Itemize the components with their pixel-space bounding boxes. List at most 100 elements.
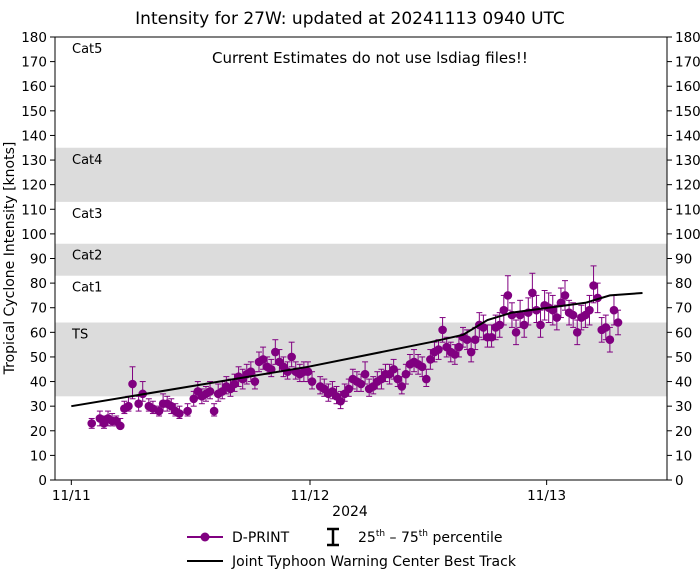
y-tick-label-left: 0 [38,473,47,489]
dprint-point [175,409,184,418]
y-tick-label-right: 50 [675,350,692,366]
dprint-point [450,350,460,359]
x-tick-label: 11/13 [527,488,566,504]
y-tick-label-right: 80 [675,276,692,292]
dprint-point [344,384,354,394]
dprint-point [536,320,545,330]
y-tick-label-right: 70 [675,301,692,317]
dprint-point [589,281,598,290]
dprint-point [115,421,125,431]
y-axis-label: Tropical Cyclone Intensity [knots] [2,142,18,376]
y-axis-ticks: 0 0 10 10 20 20 30 30 40 40 50 50 60 60 70 70 80 80 90 90 10… [21,30,700,489]
dprint-point [271,347,280,357]
dprint-point [462,335,472,345]
dprint-point [466,347,476,357]
dprint-point [613,318,623,327]
category-label-ts: TS [71,327,88,342]
dprint-point [454,342,464,352]
dprint-point [426,355,435,364]
dprint-point [134,399,143,409]
legend: D-PRINT 25th – 75th percentile Joint Typ… [187,527,517,570]
category-label-cat2: Cat2 [72,249,102,264]
y-tick-label-left: 60 [30,325,47,341]
y-tick-label-left: 20 [30,424,47,440]
y-tick-label-left: 140 [21,128,47,144]
y-tick-label-right: 130 [675,153,700,169]
dprint-points [87,281,623,431]
dprint-point [515,310,525,320]
y-tick-label-left: 160 [21,79,47,95]
dprint-point [479,323,488,332]
dprint-point [183,406,192,416]
dprint-point [421,374,431,384]
dprint-point [528,288,537,298]
y-tick-label-right: 170 [675,55,700,71]
dprint-point [417,362,427,372]
dprint-point [189,394,199,404]
dprint-point [552,313,562,322]
dprint-point [609,305,619,315]
best-track-path [71,292,643,408]
chart-annotation: Current Estimates do not use lsdiag file… [212,49,528,67]
category-label-cat3: Cat3 [72,207,102,222]
dprint-point [438,325,447,335]
y-tick-label-left: 40 [30,375,47,391]
y-tick-label-left: 80 [30,276,47,292]
dprint-point [601,323,611,332]
y-tick-label-right: 0 [675,473,684,489]
legend-percentile-label: 25th – 75th percentile [358,529,502,546]
x-axis-ticks: 11/11 11/12 11/13 [52,480,566,504]
dprint-point [360,369,370,379]
dprint-point [401,369,411,379]
y-tick-label-right: 150 [675,104,700,120]
dprint-point [128,379,137,389]
y-tick-label-right: 140 [675,128,700,144]
y-tick-label-right: 160 [675,79,700,95]
best-track-line [71,292,643,408]
dprint-point [572,328,582,337]
y-tick-label-right: 110 [675,202,700,218]
dprint-point [246,367,256,377]
dprint-point [124,401,133,411]
dprint-point [605,335,615,345]
y-tick-label-left: 120 [21,178,47,194]
legend-best-track-label: Joint Typhoon Warning Center Best Track [231,554,517,570]
y-tick-label-right: 120 [675,178,700,194]
y-tick-label-left: 150 [21,104,47,120]
y-tick-label-right: 30 [675,399,692,415]
dprint-point [258,355,268,364]
chart-title: Intensity for 27W: updated at 20241113 0… [135,9,565,29]
dprint-point [389,364,398,374]
dprint-point [585,305,594,315]
y-tick-label-right: 10 [675,448,692,464]
dprint-point [487,332,496,342]
dprint-point [495,320,505,330]
dprint-point [519,320,529,330]
y-tick-label-right: 180 [675,30,700,46]
dprint-point [336,396,345,406]
band-cat2 [55,243,667,276]
y-tick-label-left: 10 [30,448,47,464]
dprint-point [303,367,313,377]
dprint-point [307,377,317,386]
x-axis-label: 2024 [332,504,368,520]
category-label-cat5: Cat5 [72,42,102,57]
dprint-point [266,364,276,374]
dprint-point [499,305,509,315]
dprint-point [87,419,97,428]
dprint-point [356,379,366,389]
y-tick-label-left: 110 [21,202,47,218]
x-tick-label: 11/12 [291,488,330,504]
dprint-point [393,374,403,384]
category-labels: TS Cat1 Cat2 Cat3 Cat4 Cat5 [71,42,102,342]
category-label-cat4: Cat4 [72,153,102,168]
dprint-point [511,328,521,337]
y-tick-label-left: 50 [30,350,47,366]
legend-dprint-marker [200,532,210,542]
y-tick-label-right: 100 [675,227,700,243]
y-tick-label-left: 180 [21,30,47,46]
dprint-point [154,406,164,416]
y-tick-label-left: 170 [21,55,47,71]
dprint-point [470,335,480,345]
dprint-point [230,379,239,389]
